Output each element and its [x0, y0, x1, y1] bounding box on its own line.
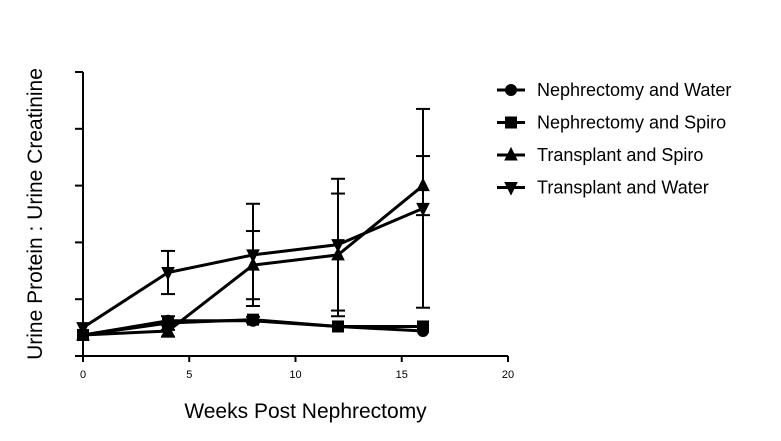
x-tick-label: 0 [80, 369, 86, 381]
y-axis-title: Urine Protein : Urine Creatinine [24, 68, 47, 360]
marker-triangle-down [504, 182, 518, 196]
x-tick-label: 15 [396, 369, 408, 381]
legend-label: Nephrectomy and Spiro [537, 113, 726, 133]
legend-label: Transplant and Water [537, 178, 709, 198]
x-axis-title: Weeks Post Nephrectomy [184, 400, 427, 423]
axes: 0 5 10 15 20 [75, 71, 514, 381]
x-tick-label: 20 [502, 369, 514, 381]
marker-square [505, 116, 517, 129]
series-3 [76, 107, 430, 336]
marker-triangle-down [246, 249, 260, 264]
marker-triangle-down [161, 267, 175, 281]
marker-square [332, 320, 344, 333]
marker-square [417, 320, 429, 333]
x-tick-label: 10 [289, 369, 301, 381]
legend-item: Transplant and Water [497, 178, 709, 198]
marker-triangle-up [504, 146, 518, 161]
marker-circle [505, 84, 517, 96]
marker-square [247, 313, 259, 326]
legend-item: Transplant and Spiro [497, 145, 703, 165]
legend-item: Nephrectomy and Water [497, 80, 731, 100]
marker-triangle-down [416, 202, 430, 217]
legend: Nephrectomy and Water Nephrectomy and Spi… [497, 80, 731, 198]
legend-label: Nephrectomy and Water [537, 80, 731, 100]
legend-label: Transplant and Spiro [537, 145, 703, 165]
series-1 [77, 313, 429, 341]
x-tick-label: 5 [186, 369, 192, 381]
legend-item: Nephrectomy and Spiro [497, 113, 726, 133]
marker-triangle-up [161, 322, 175, 337]
marker-triangle-down [331, 239, 345, 253]
marker-triangle-down [76, 322, 90, 336]
series-layer [76, 107, 430, 341]
